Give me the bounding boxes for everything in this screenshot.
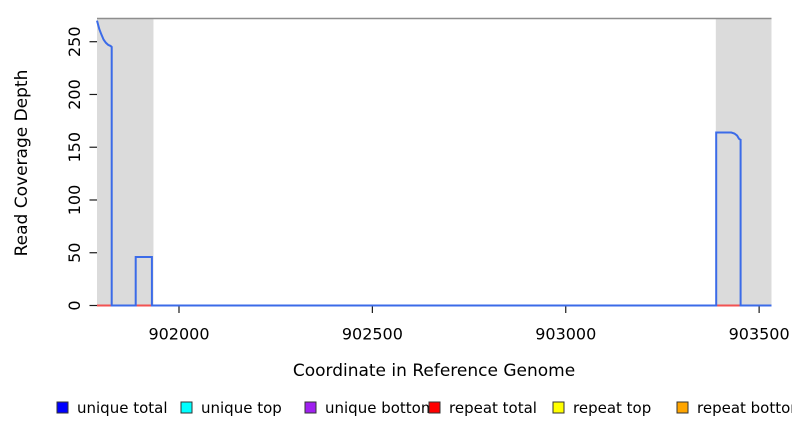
x-tick-label: 903000 — [535, 325, 596, 344]
legend-swatch-repeat-bottom — [676, 401, 689, 414]
legend-item-unique-top: unique top — [180, 399, 282, 417]
y-tick-label: 0 — [65, 300, 84, 310]
x-tick-label: 902500 — [342, 325, 403, 344]
legend-item-unique-total: unique total — [56, 399, 168, 417]
legend-label: repeat bottom — [697, 399, 792, 417]
legend-swatch-unique-bottom — [304, 401, 317, 414]
legend-swatch-repeat-top — [552, 401, 565, 414]
legend-label: unique bottom — [325, 399, 435, 417]
y-tick-label: 250 — [65, 26, 84, 57]
legend-item-repeat-top: repeat top — [552, 399, 651, 417]
legend-swatch-unique-total — [56, 401, 69, 414]
legend-item-repeat-bottom: repeat bottom — [676, 399, 792, 417]
legend-label: unique total — [77, 399, 168, 417]
repeat-region-left — [97, 18, 154, 306]
legend: unique total unique top unique bottom repea… — [56, 399, 792, 417]
x-axis-title: Coordinate in Reference Genome — [293, 361, 575, 381]
axes: 902000 902500 903000 903500 0 50 100 150 200 250 — [65, 17, 790, 344]
series-lines — [96, 20, 772, 307]
repeat-region-right — [715, 18, 772, 306]
repeat-region-bands — [97, 18, 772, 306]
y-axis-title: Read Coverage Depth — [12, 70, 32, 257]
legend-swatch-repeat-total — [428, 401, 441, 414]
x-tick-label: 903500 — [729, 325, 790, 344]
legend-label: unique top — [201, 399, 282, 417]
y-tick-label: 100 — [65, 185, 84, 216]
y-tick-label: 50 — [65, 243, 84, 263]
series-line-unique-total — [96, 20, 772, 307]
legend-label: repeat total — [449, 399, 537, 417]
legend-swatch-unique-top — [180, 401, 193, 414]
y-tick-label: 200 — [65, 79, 84, 110]
legend-item-unique-bottom: unique bottom — [304, 399, 435, 417]
y-tick-label: 150 — [65, 132, 84, 163]
legend-item-repeat-total: repeat total — [428, 399, 537, 417]
x-tick-label: 902000 — [148, 325, 209, 344]
legend-label: repeat top — [573, 399, 651, 417]
